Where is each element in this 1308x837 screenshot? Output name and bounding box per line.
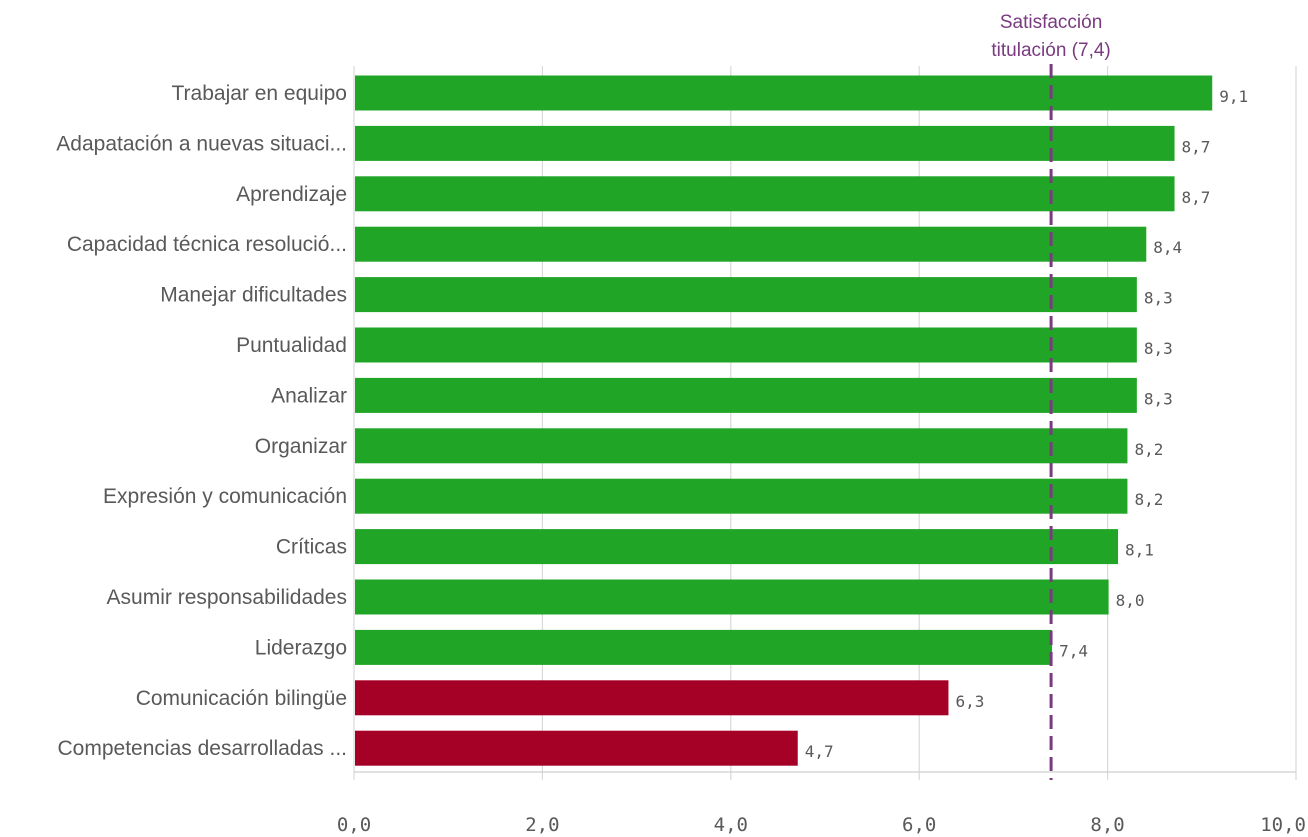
value-label: 8,3 bbox=[1144, 339, 1173, 358]
value-labels: 9,1 8,7 8,7 8,4 8,3 8,3 8,3 8,2 8,2 8,1 8,0 7,4 6,3 4… bbox=[805, 87, 1248, 761]
value-label: 8,4 bbox=[1153, 238, 1182, 257]
category-label: Capacidad técnica resolució... bbox=[67, 233, 347, 256]
category-label: Comunicación bilingüe bbox=[136, 687, 347, 710]
value-label: 8,3 bbox=[1144, 289, 1173, 308]
value-label: 8,2 bbox=[1134, 490, 1163, 509]
category-labels: Trabajar en equipo Adapatación a nuevas s… bbox=[56, 82, 347, 760]
x-tick-label: 8,0 bbox=[1090, 814, 1124, 836]
x-tick-label: 2,0 bbox=[525, 814, 559, 836]
bar[interactable] bbox=[355, 327, 1137, 363]
x-tick-label: 6,0 bbox=[902, 814, 936, 836]
value-label: 8,2 bbox=[1134, 440, 1163, 459]
chart-bars bbox=[355, 75, 1213, 766]
value-label: 6,3 bbox=[955, 692, 984, 711]
category-label: Competencias desarrolladas ... bbox=[58, 737, 347, 760]
bar[interactable] bbox=[355, 478, 1128, 514]
bar[interactable] bbox=[355, 629, 1053, 665]
value-label: 8,0 bbox=[1116, 591, 1145, 610]
value-label: 8,7 bbox=[1182, 188, 1211, 207]
category-label: Organizar bbox=[255, 435, 347, 458]
bar[interactable] bbox=[355, 176, 1175, 212]
value-label: 7,4 bbox=[1059, 641, 1088, 660]
category-label: Analizar bbox=[271, 384, 347, 407]
category-label: Expresión y comunicación bbox=[103, 485, 347, 508]
x-tick-label: 4,0 bbox=[714, 814, 748, 836]
x-axis: 0,0 2,0 4,0 6,0 8,0 10,0 bbox=[337, 771, 1306, 836]
value-label: 8,3 bbox=[1144, 389, 1173, 408]
category-label: Puntualidad bbox=[236, 334, 347, 357]
category-label: Adapatación a nuevas situaci... bbox=[56, 132, 347, 155]
reference-line-label-line1: Satisfacción bbox=[1000, 12, 1102, 33]
bar[interactable] bbox=[355, 125, 1175, 161]
reference-line-group: Satisfacción titulación (7,4) bbox=[991, 12, 1111, 780]
category-label: Liderazgo bbox=[255, 636, 347, 659]
category-label: Críticas bbox=[276, 536, 347, 559]
category-label: Aprendizaje bbox=[236, 183, 347, 206]
bar[interactable] bbox=[355, 226, 1147, 262]
bar[interactable] bbox=[355, 277, 1137, 313]
category-label: Trabajar en equipo bbox=[171, 82, 347, 105]
category-label: Manejar dificultades bbox=[160, 284, 347, 307]
bar[interactable] bbox=[355, 377, 1137, 413]
x-tick-label: 10,0 bbox=[1260, 814, 1306, 836]
x-tick-label: 0,0 bbox=[337, 814, 371, 836]
value-label: 4,7 bbox=[805, 742, 834, 761]
reference-line-label-line2: titulación (7,4) bbox=[991, 40, 1110, 61]
value-label: 9,1 bbox=[1219, 87, 1248, 106]
value-label: 8,1 bbox=[1125, 541, 1154, 560]
bar[interactable] bbox=[355, 730, 798, 766]
value-label: 8,7 bbox=[1182, 137, 1211, 156]
bar[interactable] bbox=[355, 529, 1119, 565]
bar[interactable] bbox=[355, 428, 1128, 464]
bar[interactable] bbox=[355, 75, 1213, 111]
bar[interactable] bbox=[355, 579, 1109, 615]
bar[interactable] bbox=[355, 680, 949, 716]
category-label: Asumir responsabilidades bbox=[107, 586, 347, 609]
chart-grid bbox=[353, 66, 1297, 780]
